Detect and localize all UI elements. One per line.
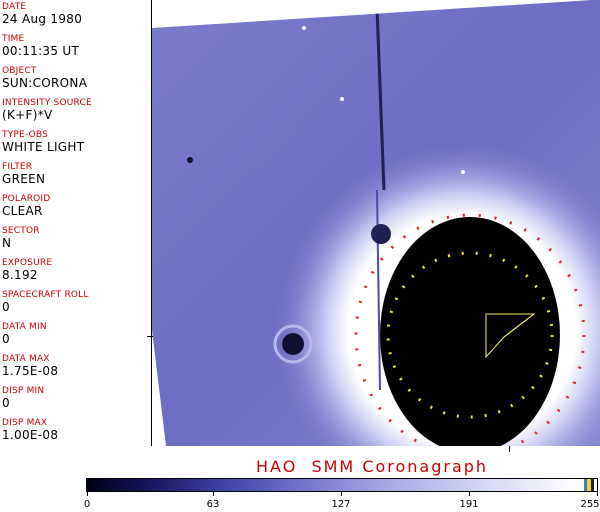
meta-label: FILTER (2, 162, 33, 172)
colorbar-tick-label: 0 (83, 499, 91, 510)
meta-field-data-min: DATA MIN 0 (2, 322, 150, 346)
meta-label: DATA MIN (2, 322, 47, 332)
meta-label: SECTOR (2, 226, 40, 236)
meta-value: 1.75E-08 (2, 364, 59, 378)
limb-marker-ring (386, 251, 554, 419)
meta-value: 0 (2, 396, 10, 410)
frame-tick (147, 336, 153, 337)
colorbar-tick (87, 492, 88, 496)
meta-label: SPACECRAFT ROLL (2, 290, 89, 300)
meta-label: TIME (2, 34, 25, 44)
diffraction-spot-upper (371, 224, 391, 244)
pylon-shadow (376, 189, 381, 391)
coronagraph-image (152, 0, 600, 446)
meta-field-data-max: DATA MAX 1.75E-08 (2, 354, 150, 378)
colorbar (86, 478, 598, 492)
meta-field-disp-min: DISP MIN 0 (2, 386, 150, 410)
coronagraph-svg (152, 0, 600, 446)
meta-label: DATA MAX (2, 354, 50, 364)
colorbar-tick-label: 127 (331, 499, 351, 510)
meta-label: DATE (2, 2, 27, 12)
meta-label: DISP MIN (2, 386, 45, 396)
bright-dot (340, 97, 344, 101)
meta-field-exposure: EXPOSURE 8.192 (2, 258, 150, 282)
colorbar-tick (469, 492, 470, 496)
metadata-panel: DATE 24 Aug 1980 TIME 00:11:35 UT OBJECT SUN:… (0, 0, 152, 446)
meta-field-polaroid: POLAROID CLEAR (2, 194, 150, 218)
meta-value: 0 (2, 300, 10, 314)
meta-field-type-obs: TYPE-OBS WHITE LIGHT (2, 130, 150, 154)
dark-dot (187, 157, 193, 163)
meta-value: GREEN (2, 172, 46, 186)
meta-field-object: OBJECT SUN:CORONA (2, 66, 150, 90)
meta-value: 00:11:35 UT (2, 44, 80, 58)
colorbar-cap (584, 479, 594, 491)
sector-line (503, 313, 535, 338)
meta-label: INTENSITY SOURCE (2, 98, 92, 108)
meta-label: EXPOSURE (2, 258, 53, 268)
colorbar-tick (341, 492, 342, 496)
meta-value: 0 (2, 332, 10, 346)
colorbar-tick-label: 191 (459, 499, 479, 510)
meta-field-sector: SECTOR N (2, 226, 150, 250)
meta-value: (K+F)*V (2, 108, 53, 122)
meta-label: DISP MAX (2, 418, 48, 428)
meta-field-spacecraft-roll: SPACECRAFT ROLL 0 (2, 290, 150, 314)
diffraction-spot-lower (282, 333, 304, 355)
meta-label: POLAROID (2, 194, 51, 204)
occulting-disk-shadow (380, 217, 560, 446)
diffraction-halo (273, 324, 313, 364)
meta-value: 24 Aug 1980 (2, 12, 83, 26)
meta-label: TYPE-OBS (2, 130, 49, 140)
colorbar-tick-label: 63 (206, 499, 220, 510)
bright-dot (302, 26, 306, 30)
colorbar-tick (213, 492, 214, 496)
meta-value: SUN:CORONA (2, 76, 88, 90)
meta-field-date: DATE 24 Aug 1980 (2, 2, 150, 26)
meta-field-disp-max: DISP MAX 1.00E-08 (2, 418, 150, 442)
colorbar-tick (597, 492, 598, 496)
meta-value: 8.192 (2, 268, 38, 282)
meta-value: WHITE LIGHT (2, 140, 85, 154)
meta-field-filter: FILTER GREEN (2, 162, 150, 186)
meta-label: OBJECT (2, 66, 37, 76)
meta-field-time: TIME 00:11:35 UT (2, 34, 150, 58)
colorbar-tick-label: 255 (580, 499, 600, 510)
meta-value: CLEAR (2, 204, 43, 218)
outer-marker-ring (354, 213, 586, 446)
plot-title: HAO SMM Coronagraph (256, 457, 489, 476)
meta-value: 1.00E-08 (2, 428, 59, 442)
occulter-pylon (375, 7, 386, 191)
bright-dot (461, 170, 465, 174)
frame-tick (509, 446, 510, 452)
meta-field-intensity-source: INTENSITY SOURCE (K+F)*V (2, 98, 150, 122)
meta-value: N (2, 236, 12, 250)
